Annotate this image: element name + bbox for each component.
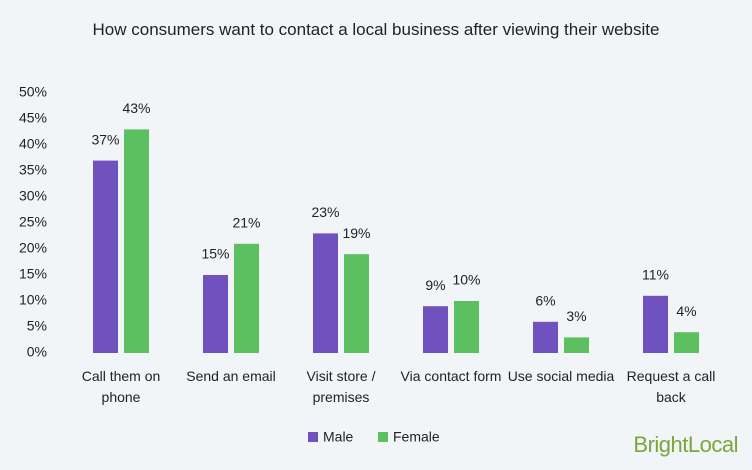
y-tick-label: 50% — [19, 84, 47, 100]
value-label: 43% — [122, 100, 150, 116]
bar — [234, 243, 259, 353]
value-label: 9% — [425, 277, 445, 293]
value-label: 21% — [232, 215, 260, 231]
value-label: 23% — [311, 204, 339, 220]
y-tick-label: 10% — [19, 292, 47, 308]
bar — [564, 337, 589, 353]
value-label: 3% — [566, 308, 586, 324]
value-label: 10% — [452, 272, 480, 288]
brand-logo: BrightLocal — [633, 432, 738, 457]
bar — [93, 160, 118, 353]
y-tick-label: 15% — [19, 266, 47, 282]
bar — [203, 275, 228, 353]
x-tick-label: Call them on phone — [81, 368, 161, 405]
y-tick-label: 35% — [19, 162, 47, 178]
x-tick-label: Via contact form — [400, 368, 502, 384]
x-tick-label: Use social media — [507, 368, 615, 384]
value-label: 4% — [676, 303, 696, 319]
legend-marker — [378, 432, 388, 442]
bar — [344, 254, 369, 353]
bar — [674, 332, 699, 353]
chart-title: How consumers want to contact a local bu… — [92, 20, 660, 39]
y-tick-label: 5% — [27, 318, 47, 334]
x-tick-label: Visit store / premises — [306, 368, 376, 405]
y-tick-label: 45% — [19, 110, 47, 126]
bar — [454, 301, 479, 353]
value-label: 6% — [535, 293, 555, 309]
value-label: 19% — [342, 225, 370, 241]
value-label: 11% — [642, 267, 669, 283]
bar — [313, 233, 338, 353]
value-label: 15% — [201, 246, 229, 262]
x-tick-label: Send an email — [186, 368, 276, 384]
y-tick-label: 0% — [27, 344, 47, 360]
x-tick-label: Request a call back — [626, 368, 716, 405]
legend-marker — [308, 432, 318, 442]
y-tick-label: 30% — [19, 188, 47, 204]
value-label: 37% — [91, 131, 119, 147]
y-tick-label: 25% — [19, 214, 47, 230]
y-tick-label: 40% — [19, 136, 47, 152]
y-tick-label: 20% — [19, 240, 47, 256]
bar — [643, 295, 668, 353]
legend-label: Female — [393, 429, 440, 445]
bar — [533, 321, 558, 353]
bar — [423, 306, 448, 353]
bar — [124, 129, 149, 353]
legend-label: Male — [323, 429, 354, 445]
